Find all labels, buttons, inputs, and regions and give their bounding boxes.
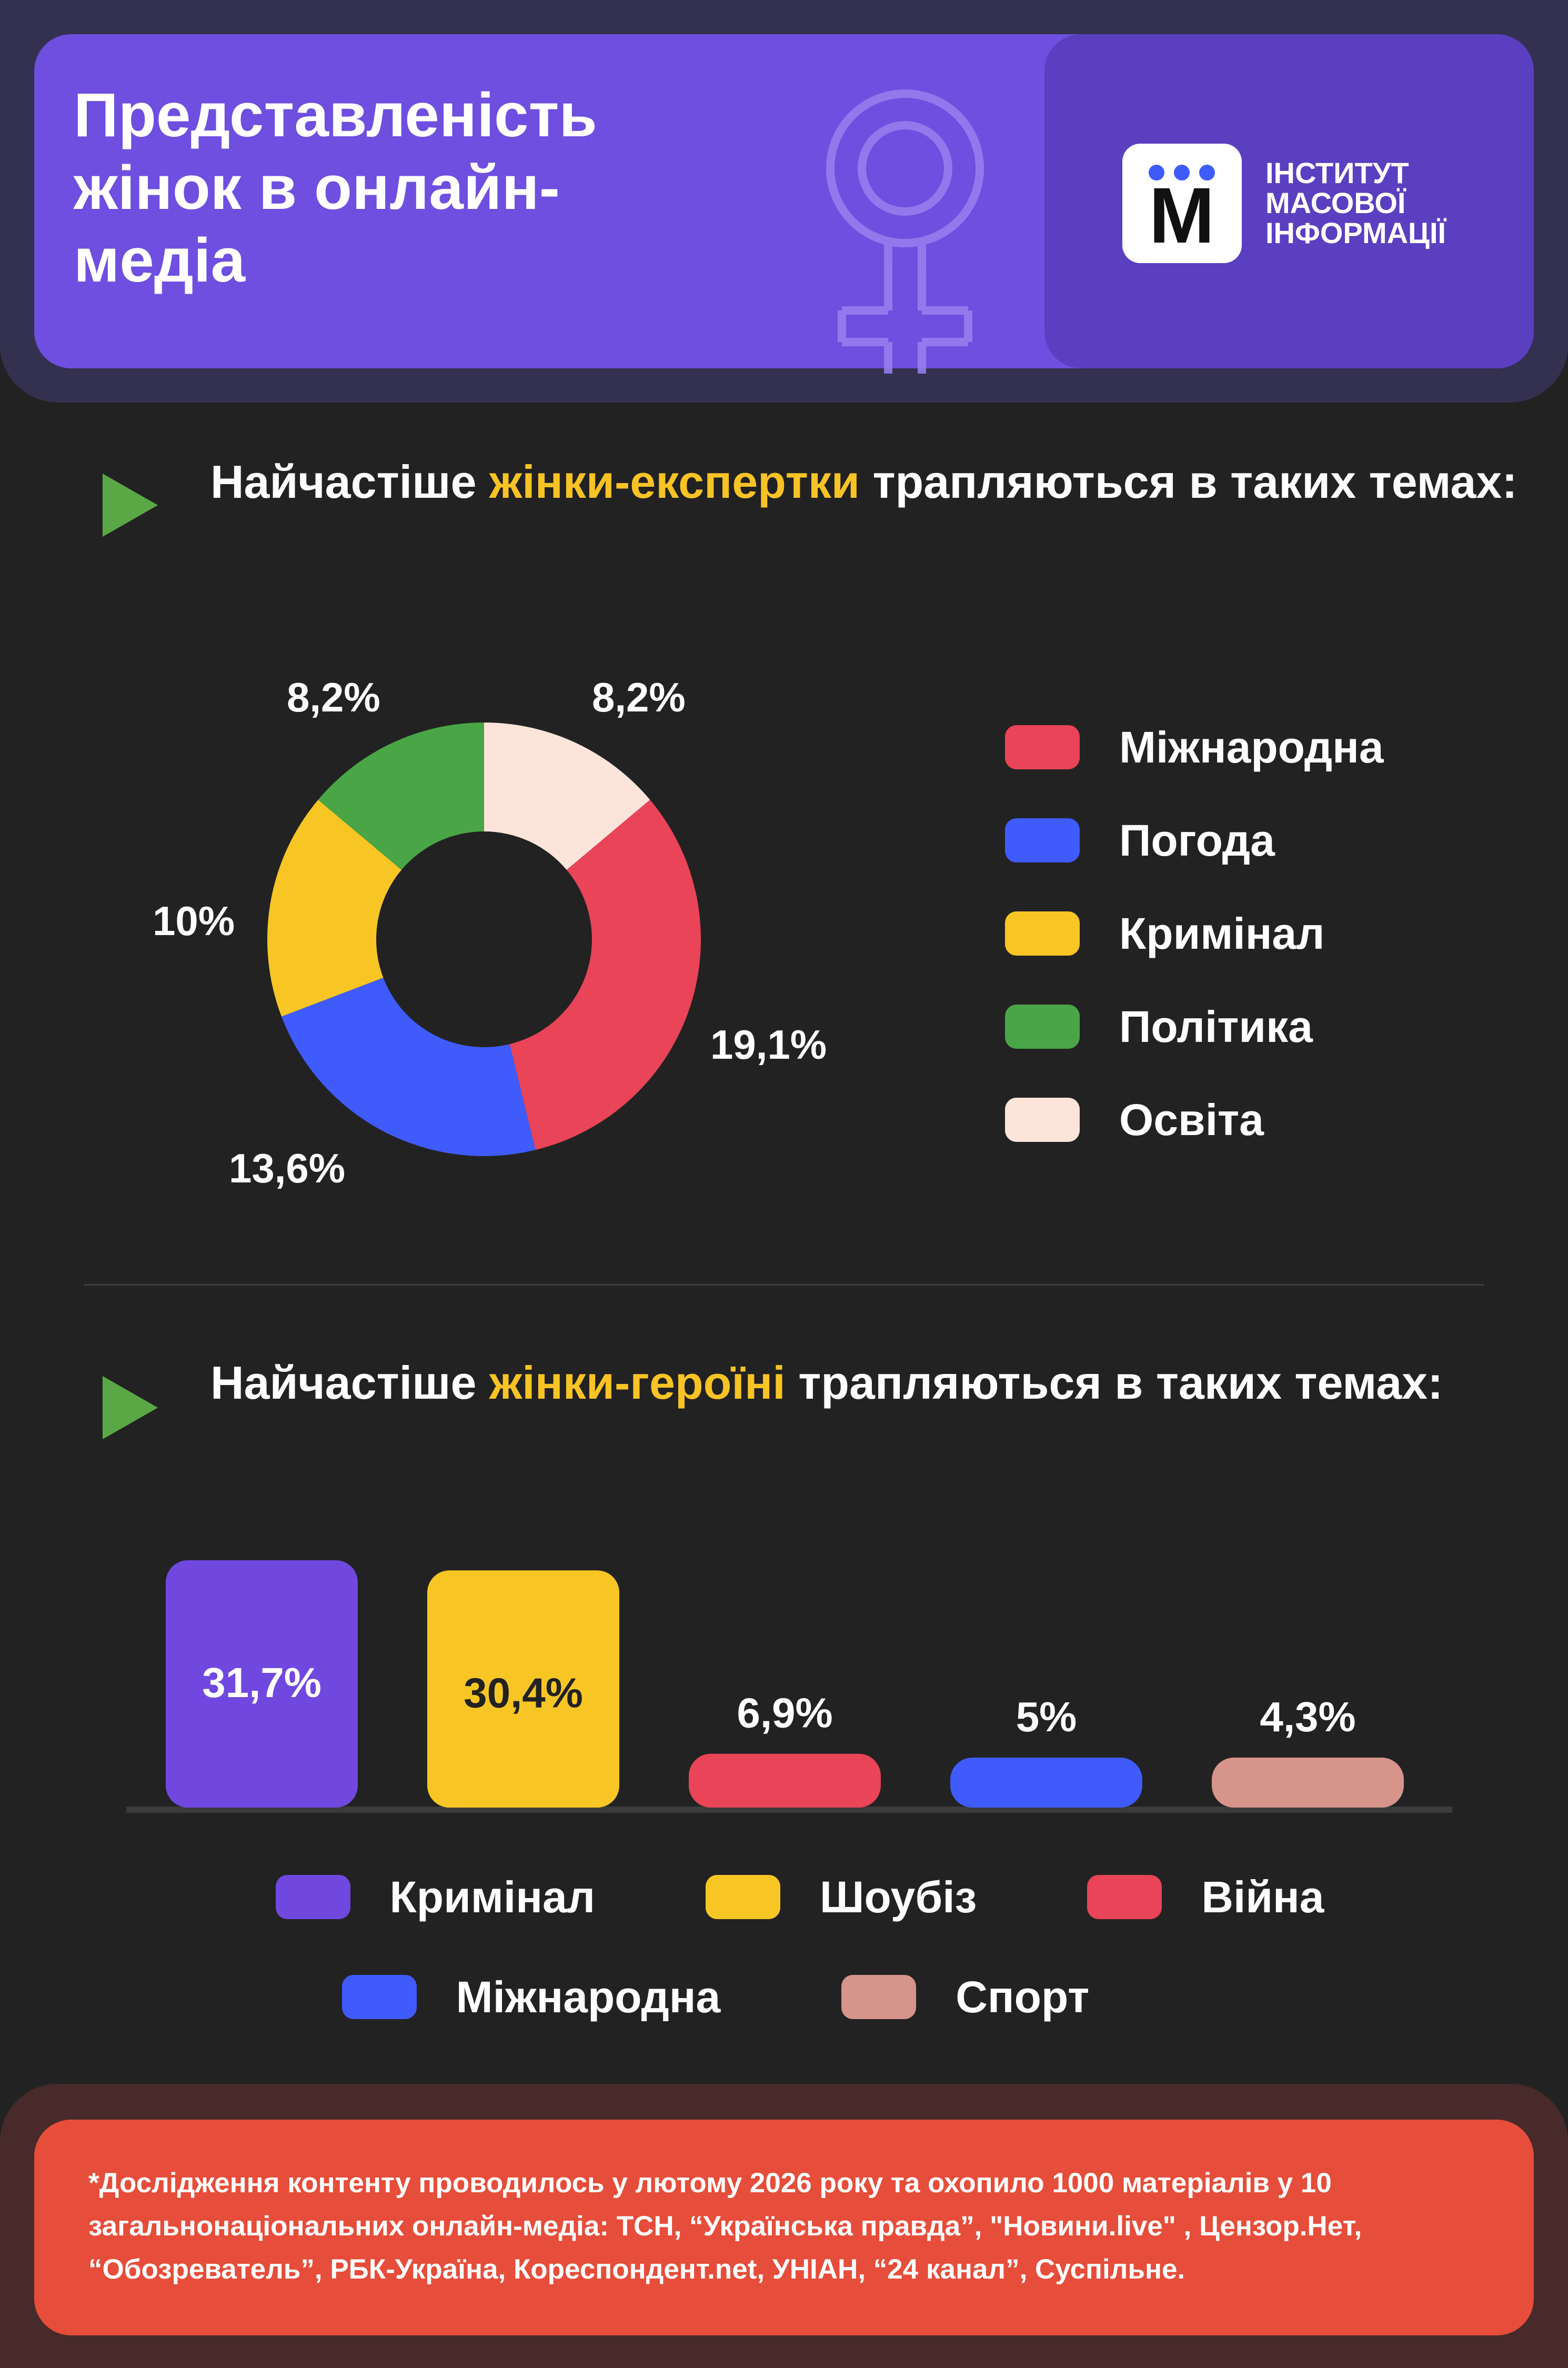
legend-swatch [841, 1975, 917, 2019]
venus-symbol-icon [826, 89, 984, 374]
bar-legend: Кримінал Шоубіз Війна Міжнародна Спорт [247, 1872, 1352, 2022]
section-divider [84, 1284, 1484, 1286]
legend-swatch [1005, 1005, 1080, 1049]
legend-swatch [1005, 911, 1080, 956]
bar-value-label: 6,9% [737, 1690, 832, 1737]
section2-heading-highlight: жінки-героїні [489, 1357, 786, 1409]
legend-item: Кримінал [1005, 908, 1384, 958]
legend-swatch [275, 1875, 350, 1919]
section1-heading-highlight: жінки-експертки [489, 456, 860, 508]
legend-swatch [1005, 1098, 1080, 1142]
legend-label: Кримінал [389, 1872, 596, 1922]
legend-item: Кримінал [275, 1872, 596, 1922]
pie-legend: Міжнародна Погода Кримінал Політика Осві… [1005, 722, 1384, 1145]
section1-heading: Найчастіше жінки-експертки трапляються в… [210, 456, 1517, 508]
legend-item: Війна [1087, 1872, 1324, 1922]
x-axis-line [126, 1807, 1452, 1813]
legend-label: Міжнародна [456, 1972, 721, 2022]
imi-logo: M [1122, 144, 1242, 263]
logo-text: ІНСТИТУТ МАСОВОЇ ІНФОРМАЦІЇ [1265, 158, 1446, 248]
legend-item: Політика [1005, 1001, 1384, 1051]
legend-item: Освіта [1005, 1095, 1384, 1145]
slice-politics [318, 723, 484, 870]
legend-item: Міжнародна [341, 1972, 721, 2022]
pie-label-politics: 8,2% [287, 674, 380, 720]
bar-value-label: 5% [1016, 1693, 1077, 1740]
logo-line-2: МАСОВОЇ [1265, 186, 1406, 220]
bar-4 [950, 1758, 1142, 1808]
slice-crime [267, 799, 402, 1017]
bar-3 [689, 1753, 881, 1808]
legend-label: Міжнародна [1119, 722, 1384, 772]
legend-swatch [1087, 1875, 1162, 1919]
logo-line-1: ІНСТИТУТ [1265, 156, 1409, 189]
legend-label: Освіта [1119, 1095, 1264, 1145]
logo-letter: M [1149, 171, 1215, 259]
legend-swatch [341, 1975, 417, 2019]
legend-item: Спорт [841, 1972, 1090, 2022]
legend-label: Кримінал [1119, 908, 1325, 958]
bar-value-label: 30,4% [464, 1669, 583, 1716]
slice-international [509, 799, 701, 1150]
pie-label-international: 19,1% [710, 1021, 827, 1068]
legend-item: Погода [1005, 815, 1384, 865]
section2-heading: Найчастіше жінки-героїні трапляються в т… [210, 1357, 1443, 1409]
bar-2 [427, 1570, 619, 1808]
legend-swatch [706, 1875, 781, 1919]
bar-value-label: 4,3% [1260, 1693, 1355, 1740]
legend-swatch [1005, 725, 1080, 769]
donut-chart [267, 723, 701, 1156]
pie-label-weather: 13,6% [229, 1145, 346, 1191]
legend-label: Політика [1119, 1001, 1313, 1051]
logo-line-3: ІНФОРМАЦІЇ [1265, 216, 1446, 250]
legend-label: Війна [1201, 1872, 1324, 1922]
legend-label: Шоубіз [820, 1872, 977, 1922]
slice-weather [282, 978, 536, 1156]
imi-logo-icon: M [1149, 165, 1215, 259]
play-arrow-icon [103, 1376, 158, 1439]
legend-label: Погода [1119, 815, 1275, 865]
page-title: Представленість жінок в онлайн- медіа [74, 81, 597, 296]
legend-label: Спорт [956, 1972, 1090, 2022]
footnote-text: *Дослідження контенту проводилось у люто… [88, 2168, 1362, 2285]
pie-label-education: 8,2% [592, 674, 686, 720]
bar-1 [166, 1560, 358, 1808]
bar-chart: 31,7% 30,4% 6,9% 5% 4,3% [126, 1560, 1452, 1813]
footnote-card [34, 2120, 1534, 2335]
header-card [34, 34, 1534, 368]
play-arrow-icon [103, 474, 158, 537]
slice-education [484, 723, 650, 870]
legend-item: Міжнародна [1005, 722, 1384, 772]
legend-item: Шоубіз [706, 1872, 977, 1922]
bar-5 [1212, 1758, 1404, 1808]
bar-value-label: 31,7% [202, 1659, 321, 1706]
legend-swatch [1005, 818, 1080, 862]
pie-label-crime: 10% [153, 898, 235, 944]
